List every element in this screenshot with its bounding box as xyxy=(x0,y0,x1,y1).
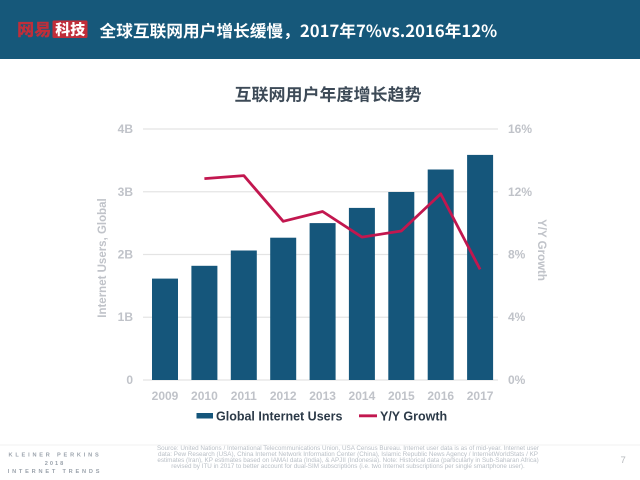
svg-text:16%: 16% xyxy=(508,122,532,136)
svg-text:2017: 2017 xyxy=(467,389,494,403)
svg-text:2009: 2009 xyxy=(152,389,179,403)
svg-text:2016: 2016 xyxy=(427,389,454,403)
svg-text:Source: United Nations / Inter: Source: United Nations / International T… xyxy=(157,445,539,452)
svg-text:1B: 1B xyxy=(118,310,134,324)
svg-text:2014: 2014 xyxy=(349,389,376,403)
svg-text:Y/Y Growth: Y/Y Growth xyxy=(535,219,547,281)
svg-text:8%: 8% xyxy=(508,248,526,262)
svg-text:INTERNET TRENDS: INTERNET TRENDS xyxy=(8,469,103,475)
svg-text:2B: 2B xyxy=(118,248,134,262)
svg-text:12%: 12% xyxy=(508,185,532,199)
svg-text:7: 7 xyxy=(621,455,626,466)
svg-text:0: 0 xyxy=(126,373,133,387)
svg-text:2015: 2015 xyxy=(388,389,415,403)
svg-text:4%: 4% xyxy=(508,310,526,324)
svg-text:estimates (Iran), KP estimates: estimates (Iran), KP estimates based on … xyxy=(157,457,538,464)
svg-text:data: Pew Research (USA), Chin: data: Pew Research (USA), China Internet… xyxy=(158,451,538,458)
svg-text:2013: 2013 xyxy=(309,389,336,403)
svg-text:2010: 2010 xyxy=(191,389,218,403)
svg-text:revised by ITU in 2017 to bett: revised by ITU in 2017 to better account… xyxy=(171,463,525,470)
svg-text:Y/Y Growth: Y/Y Growth xyxy=(380,410,447,424)
svg-text:3B: 3B xyxy=(118,185,134,199)
svg-text:Internet Users, Global: Internet Users, Global xyxy=(97,198,109,318)
svg-text:2011: 2011 xyxy=(231,389,257,403)
svg-text:2018: 2018 xyxy=(45,461,65,467)
svg-text:0%: 0% xyxy=(508,373,526,387)
svg-text:2012: 2012 xyxy=(270,389,297,403)
svg-text:4B: 4B xyxy=(118,122,134,136)
svg-text:KLEINER PERKINS: KLEINER PERKINS xyxy=(9,453,102,459)
svg-text:Global Internet Users: Global Internet Users xyxy=(216,410,342,424)
